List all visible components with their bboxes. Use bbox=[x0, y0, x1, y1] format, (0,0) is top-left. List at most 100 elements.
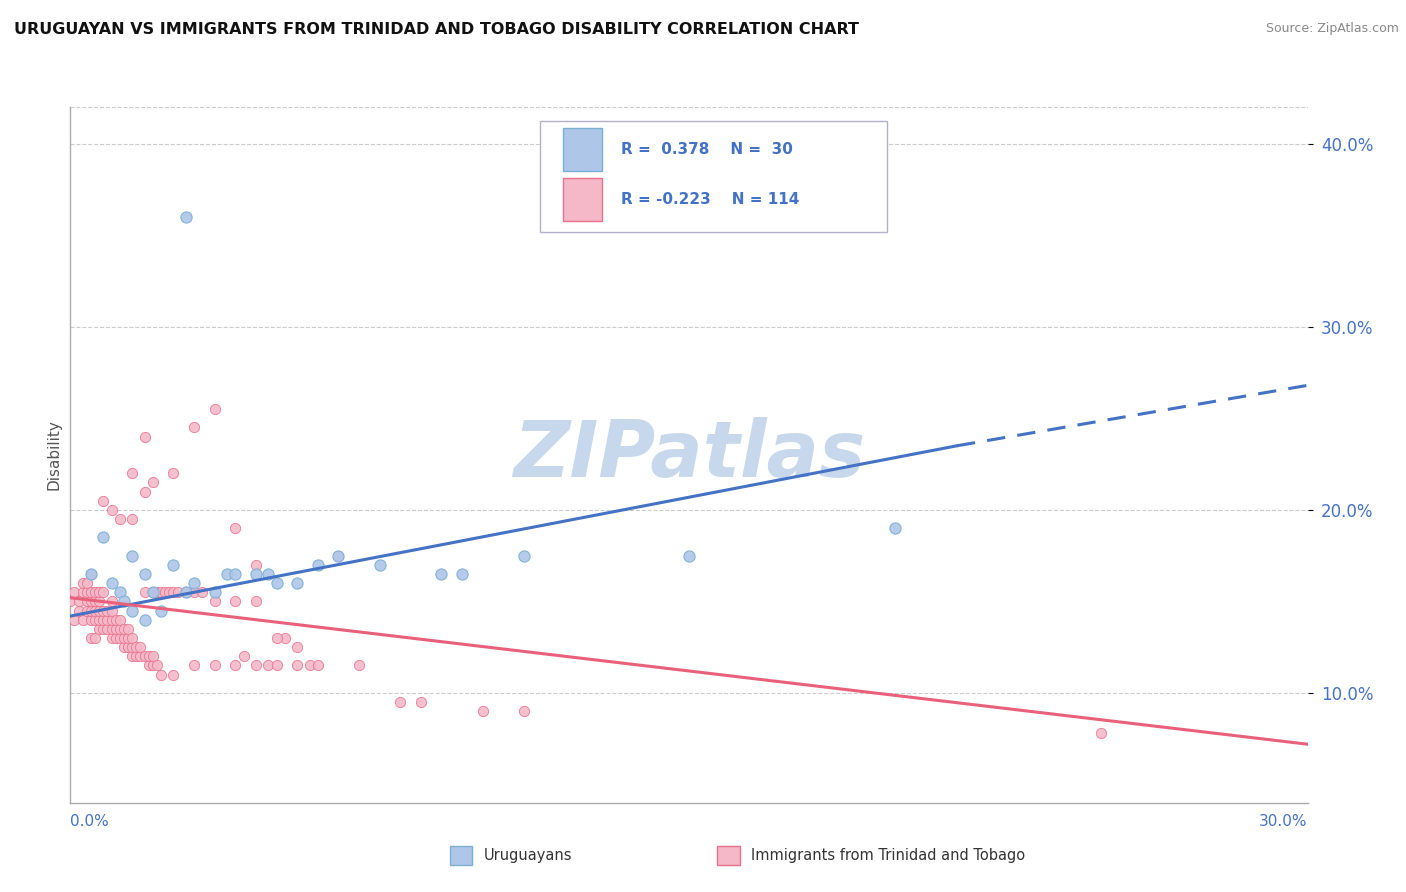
Point bbox=[72, 613, 94, 627]
Point bbox=[134, 613, 156, 627]
Point bbox=[162, 558, 184, 572]
Point bbox=[215, 566, 238, 581]
Point bbox=[307, 658, 329, 673]
Point bbox=[183, 420, 205, 434]
Point bbox=[162, 467, 184, 481]
Point bbox=[91, 585, 114, 599]
Point bbox=[162, 667, 184, 681]
Point bbox=[150, 585, 173, 599]
Point bbox=[146, 658, 169, 673]
Point bbox=[104, 613, 127, 627]
Point bbox=[91, 603, 114, 617]
Point bbox=[80, 603, 103, 617]
Point bbox=[84, 585, 107, 599]
Point bbox=[204, 402, 226, 417]
Point bbox=[678, 549, 700, 563]
Point bbox=[245, 594, 267, 608]
Point bbox=[89, 594, 111, 608]
Point bbox=[134, 585, 156, 599]
Point bbox=[96, 613, 118, 627]
Point bbox=[108, 622, 131, 636]
Point bbox=[224, 566, 246, 581]
Point bbox=[80, 585, 103, 599]
Point bbox=[121, 549, 143, 563]
Point bbox=[389, 695, 412, 709]
Point bbox=[121, 631, 143, 645]
Point bbox=[112, 594, 135, 608]
Point bbox=[224, 594, 246, 608]
Point bbox=[134, 429, 156, 443]
Point bbox=[153, 585, 176, 599]
Point bbox=[104, 622, 127, 636]
Point bbox=[100, 603, 122, 617]
Point bbox=[409, 695, 432, 709]
Point bbox=[285, 640, 308, 655]
Point bbox=[183, 576, 205, 591]
Point bbox=[100, 631, 122, 645]
Point bbox=[89, 622, 111, 636]
Point bbox=[100, 622, 122, 636]
Point bbox=[232, 649, 254, 664]
Point bbox=[257, 566, 280, 581]
Point bbox=[121, 512, 143, 526]
Point bbox=[76, 576, 98, 591]
Point bbox=[117, 622, 139, 636]
Point bbox=[471, 704, 494, 718]
Point bbox=[104, 631, 127, 645]
Point bbox=[166, 585, 188, 599]
Point bbox=[117, 631, 139, 645]
Point bbox=[63, 585, 86, 599]
Bar bbox=[562, 128, 602, 171]
Point bbox=[100, 594, 122, 608]
Point bbox=[67, 594, 90, 608]
Point bbox=[129, 649, 152, 664]
Point bbox=[142, 649, 165, 664]
Point bbox=[134, 484, 156, 499]
FancyBboxPatch shape bbox=[540, 121, 887, 232]
Point bbox=[274, 631, 297, 645]
Point bbox=[72, 576, 94, 591]
Point bbox=[89, 603, 111, 617]
Point bbox=[451, 566, 474, 581]
Point bbox=[121, 640, 143, 655]
Point bbox=[266, 576, 288, 591]
Point bbox=[112, 640, 135, 655]
Point bbox=[430, 566, 453, 581]
Point bbox=[84, 594, 107, 608]
Point bbox=[142, 585, 165, 599]
Point bbox=[80, 594, 103, 608]
Point bbox=[224, 658, 246, 673]
Point bbox=[125, 640, 148, 655]
Point bbox=[884, 521, 907, 535]
Point bbox=[108, 512, 131, 526]
Point bbox=[89, 585, 111, 599]
Point bbox=[134, 649, 156, 664]
Point bbox=[84, 631, 107, 645]
Text: 0.0%: 0.0% bbox=[70, 814, 110, 829]
Point bbox=[328, 549, 350, 563]
Point bbox=[138, 649, 160, 664]
Point bbox=[157, 585, 180, 599]
Point bbox=[266, 631, 288, 645]
Point bbox=[84, 603, 107, 617]
Point bbox=[204, 658, 226, 673]
Point bbox=[91, 493, 114, 508]
Point bbox=[112, 622, 135, 636]
Point bbox=[298, 658, 321, 673]
Point bbox=[117, 640, 139, 655]
Point bbox=[89, 613, 111, 627]
Text: R =  0.378    N =  30: R = 0.378 N = 30 bbox=[621, 142, 793, 157]
Point bbox=[76, 594, 98, 608]
Point bbox=[204, 585, 226, 599]
Point bbox=[134, 566, 156, 581]
Point bbox=[285, 576, 308, 591]
Point bbox=[76, 585, 98, 599]
Point bbox=[80, 566, 103, 581]
Point bbox=[142, 475, 165, 490]
Point bbox=[245, 558, 267, 572]
Text: Source: ZipAtlas.com: Source: ZipAtlas.com bbox=[1265, 22, 1399, 36]
Point bbox=[76, 603, 98, 617]
Point bbox=[72, 585, 94, 599]
Point bbox=[108, 631, 131, 645]
Point bbox=[224, 521, 246, 535]
